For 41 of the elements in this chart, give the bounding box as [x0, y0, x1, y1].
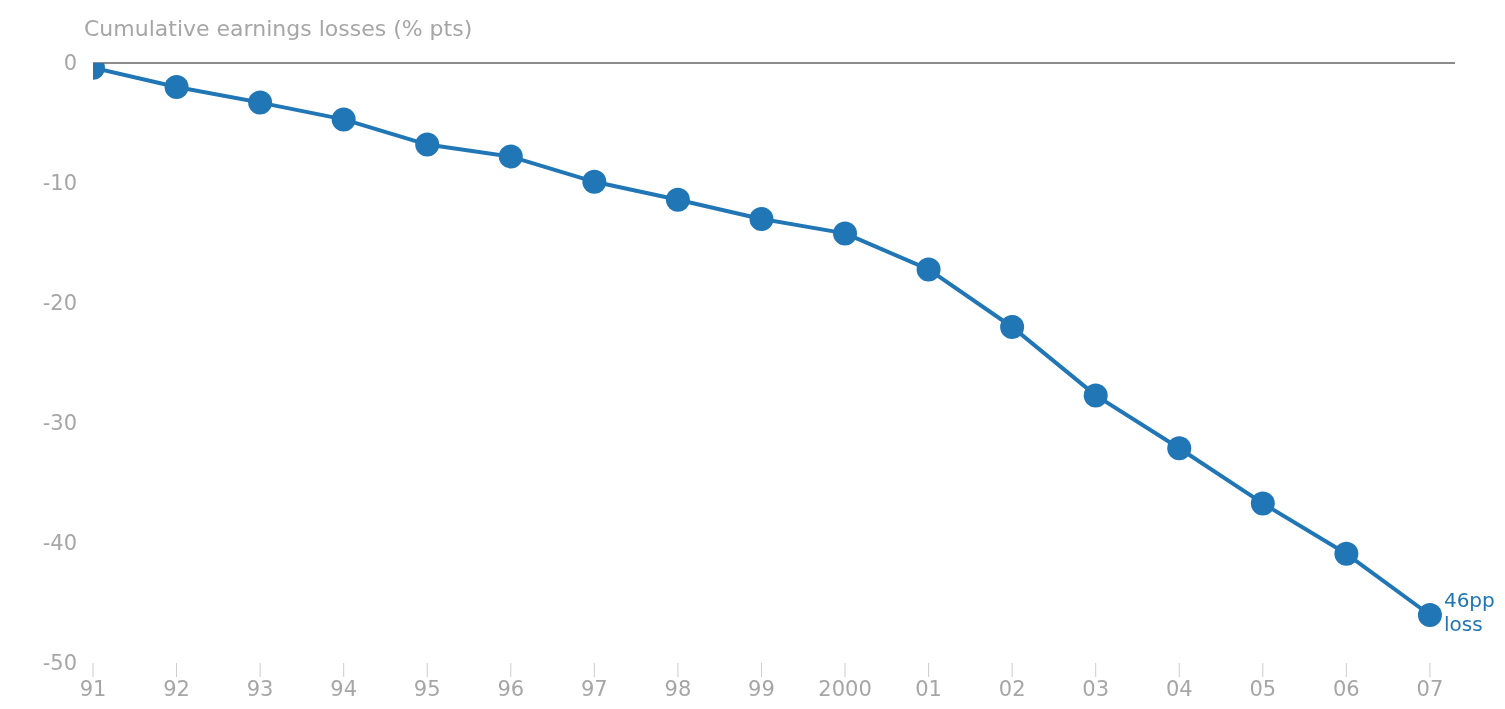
x-tick-label: 95	[413, 676, 441, 701]
x-tick-label: 96	[497, 676, 525, 701]
point	[582, 169, 607, 194]
x-tick-label: 05	[1249, 676, 1277, 701]
y-tick-label: 0	[63, 51, 77, 76]
x-tick-label: 07	[1416, 676, 1444, 701]
x-tick-label: 94	[330, 676, 358, 701]
point	[1417, 603, 1442, 627]
point	[749, 207, 774, 231]
x-tick-label: 93	[246, 676, 274, 701]
point	[1334, 541, 1359, 566]
point	[1167, 436, 1192, 461]
point	[833, 221, 858, 246]
x-tick-label: 02	[998, 676, 1026, 701]
x-tick-label: 04	[1165, 676, 1193, 701]
x-tick-label: 01	[915, 676, 942, 701]
x-tick-label: 98	[664, 676, 692, 701]
point	[665, 187, 690, 212]
x-tick-label: 03	[1082, 676, 1110, 701]
x-tick-label: 99	[748, 676, 775, 701]
chart-title: Cumulative earnings losses (% pts)	[84, 16, 473, 41]
point	[498, 144, 523, 169]
point	[916, 257, 941, 282]
point	[331, 107, 356, 132]
point	[164, 75, 189, 99]
point	[1000, 315, 1025, 339]
y-tick-label: -30	[42, 411, 77, 436]
point	[415, 132, 440, 157]
x-tick-label: 06	[1333, 676, 1360, 701]
annotation: 46pp loss	[1443, 588, 1495, 636]
point	[1083, 383, 1108, 408]
x-tick-label: 97	[580, 676, 608, 701]
x-tick-label: 92	[163, 676, 190, 701]
x-tick-label: 2000	[818, 676, 872, 701]
y-tick-label: -20	[42, 291, 77, 316]
y-tick-label: -40	[42, 531, 77, 556]
x-tick-label: 91	[79, 676, 107, 701]
point	[1250, 491, 1275, 516]
y-tick-label: -10	[42, 171, 77, 196]
y-tick-label: -50	[42, 651, 77, 676]
point	[248, 90, 273, 115]
